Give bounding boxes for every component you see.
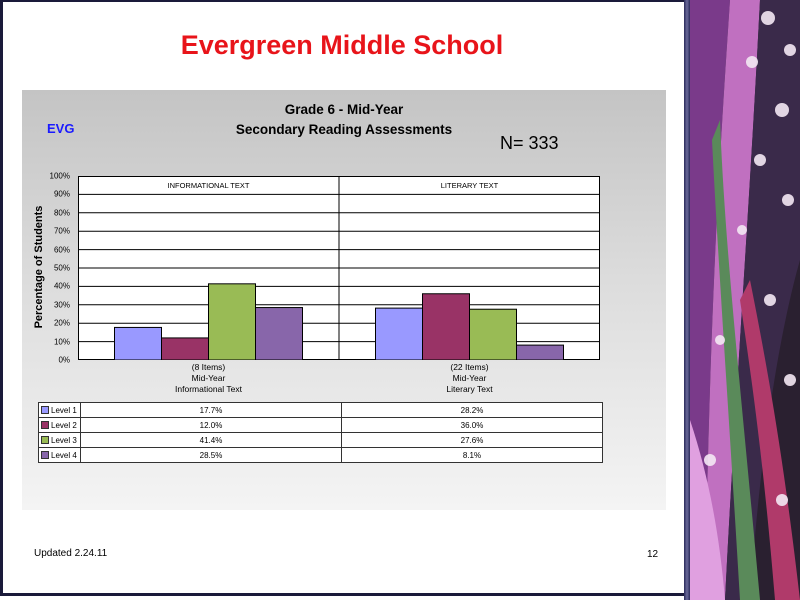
decorative-floral-panel	[690, 0, 800, 600]
plot-svg	[78, 175, 600, 361]
category-label-line: Informational Text	[175, 384, 242, 394]
table-cell: 28.5%	[80, 447, 342, 463]
legend-label: Level 4	[51, 450, 77, 460]
legend-cell-level-4: Level 4	[38, 447, 81, 463]
bar-level-2-cat-1	[161, 337, 209, 361]
n-count-label: N= 333	[500, 133, 559, 153]
y-tick-label: 30%	[53, 300, 70, 310]
table-cell: 12.0%	[80, 417, 342, 433]
slide-title: Evergreen Middle School	[180, 30, 504, 60]
chart-title: Grade 6 - Mid-Year	[284, 102, 404, 117]
category-label-line: (22 Items)	[450, 362, 489, 372]
table-row: Level 3 41.4% 27.6%	[38, 432, 603, 448]
y-tick-label: 90%	[53, 189, 70, 199]
y-tick-label: 70%	[53, 226, 70, 236]
plot-area	[78, 175, 600, 361]
table-row: Level 1 17.7% 28.2%	[38, 402, 603, 418]
y-tick-label: 10%	[53, 337, 70, 347]
legend-swatch	[41, 436, 49, 445]
legend-label: Level 2	[51, 420, 77, 430]
category-header-informational: INFORMATIONAL TEXT	[167, 181, 250, 190]
y-tick-label: 50%	[53, 263, 70, 273]
bar-level-1-cat-1	[114, 326, 162, 361]
bar-level-3-cat-2	[469, 308, 517, 361]
category-header-literary: LITERARY TEXT	[440, 181, 499, 190]
legend-label: Level 3	[51, 435, 77, 445]
legend-cell-level-1: Level 1	[38, 402, 81, 418]
page-number: 12	[647, 549, 659, 560]
table-cell: 36.0%	[341, 417, 603, 433]
table-cell: 17.7%	[80, 402, 342, 418]
legend-label: Level 1	[51, 405, 77, 415]
slide-divider	[684, 0, 690, 600]
chart-area: Grade 6 - Mid-Year Secondary Reading Ass…	[22, 90, 666, 510]
category-label-line: Mid-Year	[191, 373, 226, 383]
y-tick-label: 100%	[49, 171, 70, 181]
table-cell: 41.4%	[80, 432, 342, 448]
table-cell: 28.2%	[341, 402, 603, 418]
y-axis-label: Percentage of Students	[33, 205, 45, 329]
category-label-literary: (22 Items) Mid-Year Literary Text	[339, 362, 600, 395]
y-tick-label: 0%	[58, 355, 70, 365]
category-label-line: Literary Text	[446, 384, 493, 394]
table-row: Level 4 28.5% 8.1%	[38, 447, 603, 463]
bar-level-3-cat-1	[208, 283, 256, 361]
updated-date: Updated 2.24.11	[34, 548, 108, 559]
category-label-line: (8 Items)	[191, 362, 226, 372]
y-tick-label: 60%	[53, 245, 70, 255]
table-cell: 8.1%	[341, 447, 603, 463]
legend-swatch	[41, 421, 49, 430]
legend-swatch	[41, 451, 49, 460]
y-tick-label: 80%	[53, 208, 70, 218]
data-table: Level 1 17.7% 28.2% Level 2 12.0% 36.0% …	[38, 402, 603, 463]
bar-level-2-cat-2	[422, 293, 470, 361]
bar-level-4-cat-1	[255, 307, 303, 361]
bar-level-1-cat-2	[375, 307, 423, 361]
school-code: EVG	[47, 121, 75, 136]
table-row: Level 2 12.0% 36.0%	[38, 417, 603, 433]
category-label-informational: (8 Items) Mid-Year Informational Text	[78, 362, 339, 395]
table-cell: 27.6%	[341, 432, 603, 448]
category-label-line: Mid-Year	[452, 373, 487, 383]
bar-level-4-cat-2	[516, 344, 564, 361]
y-tick-label: 40%	[53, 281, 70, 291]
chart-subtitle: Secondary Reading Assessments	[235, 122, 453, 137]
y-tick-label: 20%	[53, 318, 70, 328]
legend-cell-level-2: Level 2	[38, 417, 81, 433]
legend-cell-level-3: Level 3	[38, 432, 81, 448]
legend-swatch	[41, 406, 49, 415]
